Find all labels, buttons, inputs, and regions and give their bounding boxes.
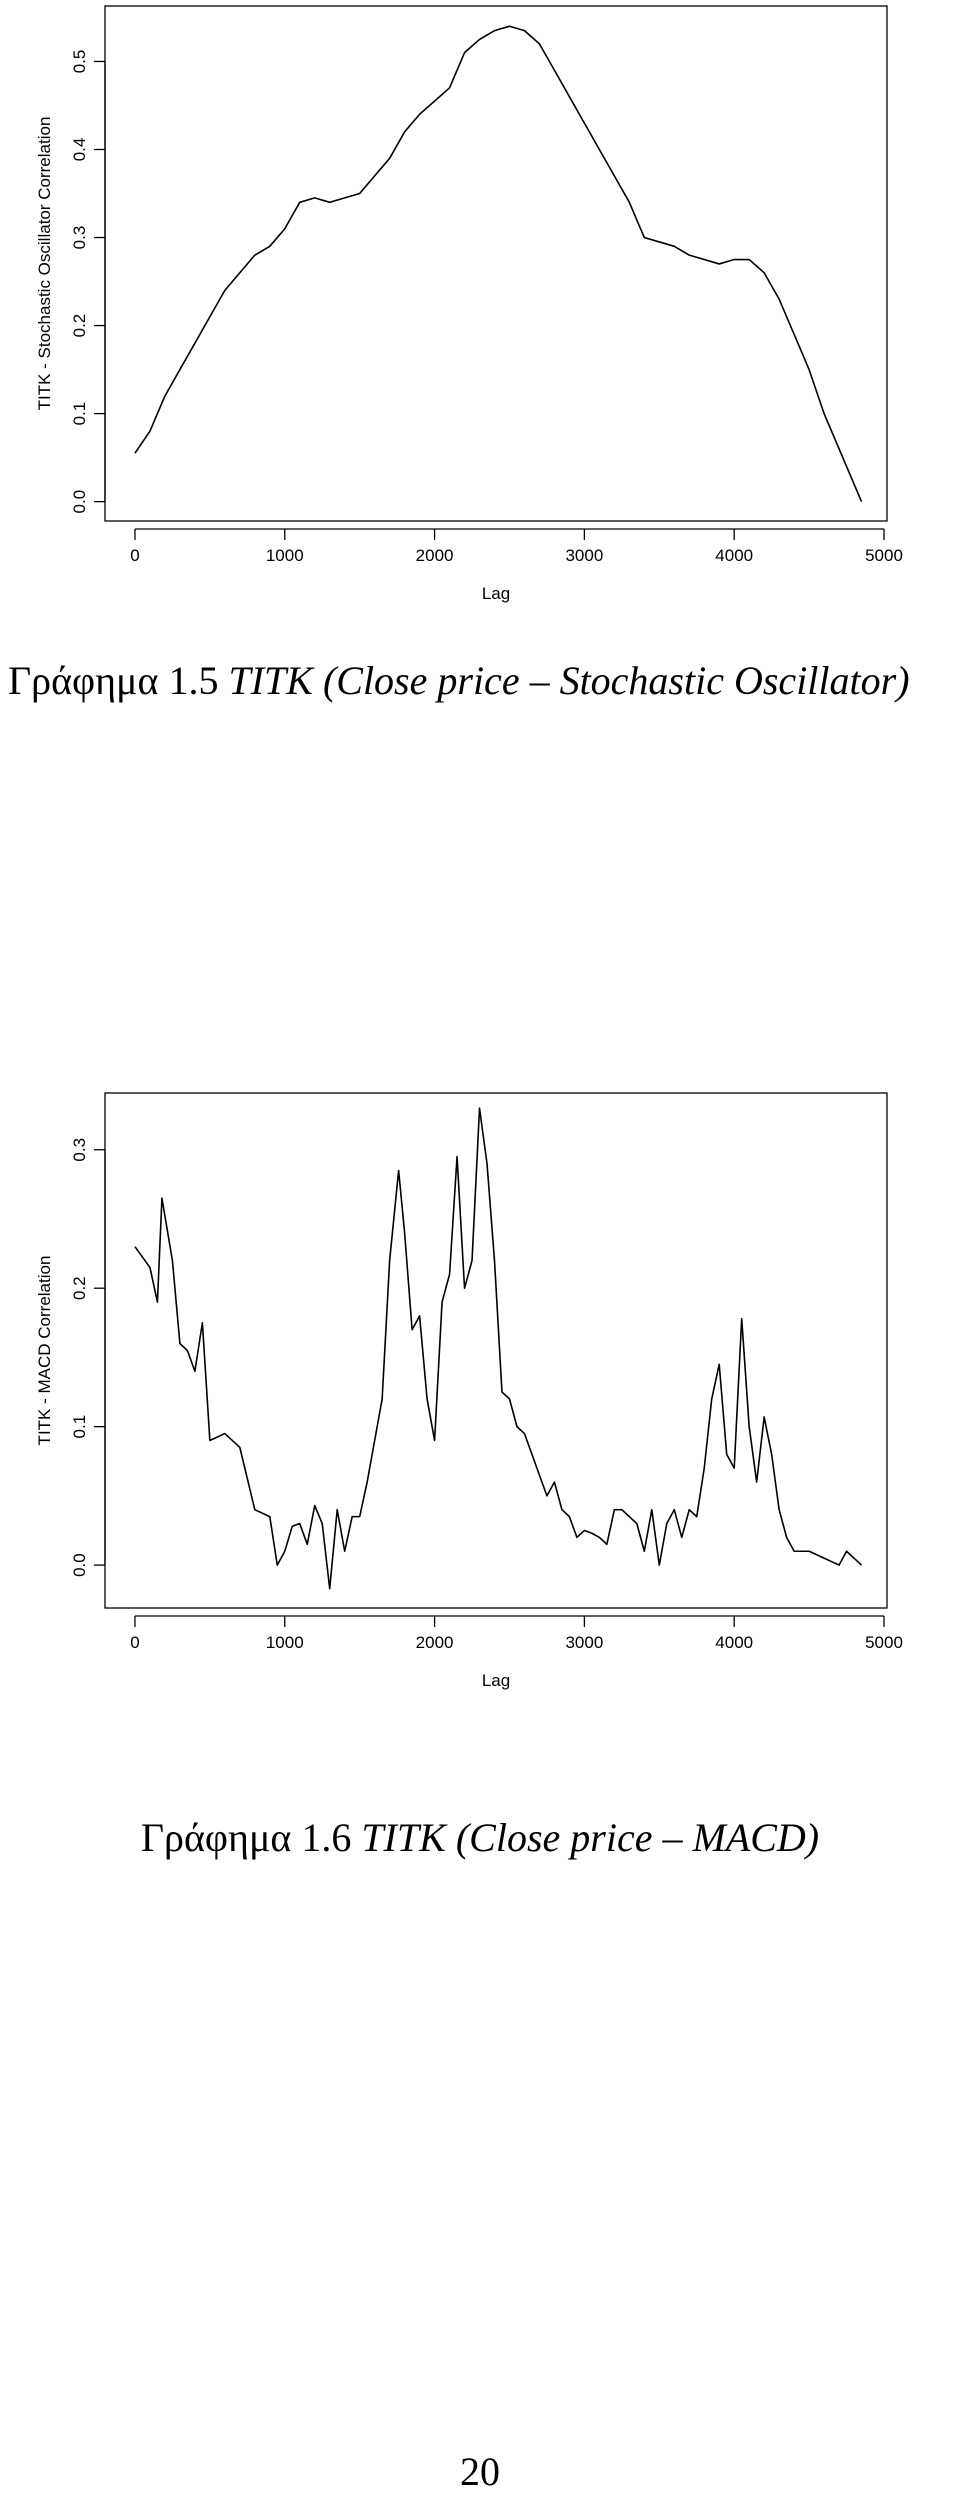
y-tick-label: 0.0 [70, 1553, 89, 1577]
caption-text: TITK (Close price – MACD) [361, 1815, 819, 1860]
y-tick-label: 0.0 [70, 490, 89, 514]
x-tick-label: 0 [130, 546, 139, 565]
plot-frame [104, 1092, 888, 1609]
y-tick-label: 0.5 [70, 50, 89, 74]
x-tick-label: 4000 [715, 1633, 753, 1652]
y-axis-label: TITK - Stochastic Oscillator Correlation [35, 117, 54, 411]
x-tick-label: 5000 [865, 546, 903, 565]
data-line [134, 1107, 863, 1590]
x-tick-label: 1000 [266, 546, 304, 565]
y-tick-label: 0.1 [70, 402, 89, 426]
x-tick-label: 4000 [715, 546, 753, 565]
x-tick-label: 3000 [565, 1633, 603, 1652]
caption: Γράφημα 1.5 TITK (Close price – Stochast… [8, 658, 910, 703]
x-tick-label: 1000 [266, 1633, 304, 1652]
data-line [134, 25, 863, 502]
caption-text: TITK (Close price – Stochastic Oscillato… [228, 658, 909, 703]
x-tick-label: 5000 [865, 1633, 903, 1652]
caption: Γράφημα 1.6 TITK (Close price – MACD) [141, 1815, 819, 1860]
caption-label: Γράφημα 1.6 [141, 1815, 351, 1860]
page-number: 20 [460, 2449, 500, 2494]
x-tick-label: 3000 [565, 546, 603, 565]
x-tick-label: 2000 [416, 546, 454, 565]
x-tick-label: 0 [130, 1633, 139, 1652]
caption-label: Γράφημα 1.5 [8, 658, 218, 703]
x-axis-label: Lag [482, 1671, 510, 1690]
y-tick-label: 0.2 [70, 314, 89, 338]
x-tick-label: 2000 [416, 1633, 454, 1652]
y-tick-label: 0.1 [70, 1415, 89, 1439]
y-tick-label: 0.3 [70, 1138, 89, 1162]
plot-frame [104, 5, 888, 522]
y-tick-label: 0.3 [70, 226, 89, 250]
y-tick-label: 0.2 [70, 1276, 89, 1300]
y-axis-label: TITK - MACD Correlation [35, 1256, 54, 1446]
y-tick-label: 0.4 [70, 138, 89, 162]
x-axis-label: Lag [482, 584, 510, 603]
